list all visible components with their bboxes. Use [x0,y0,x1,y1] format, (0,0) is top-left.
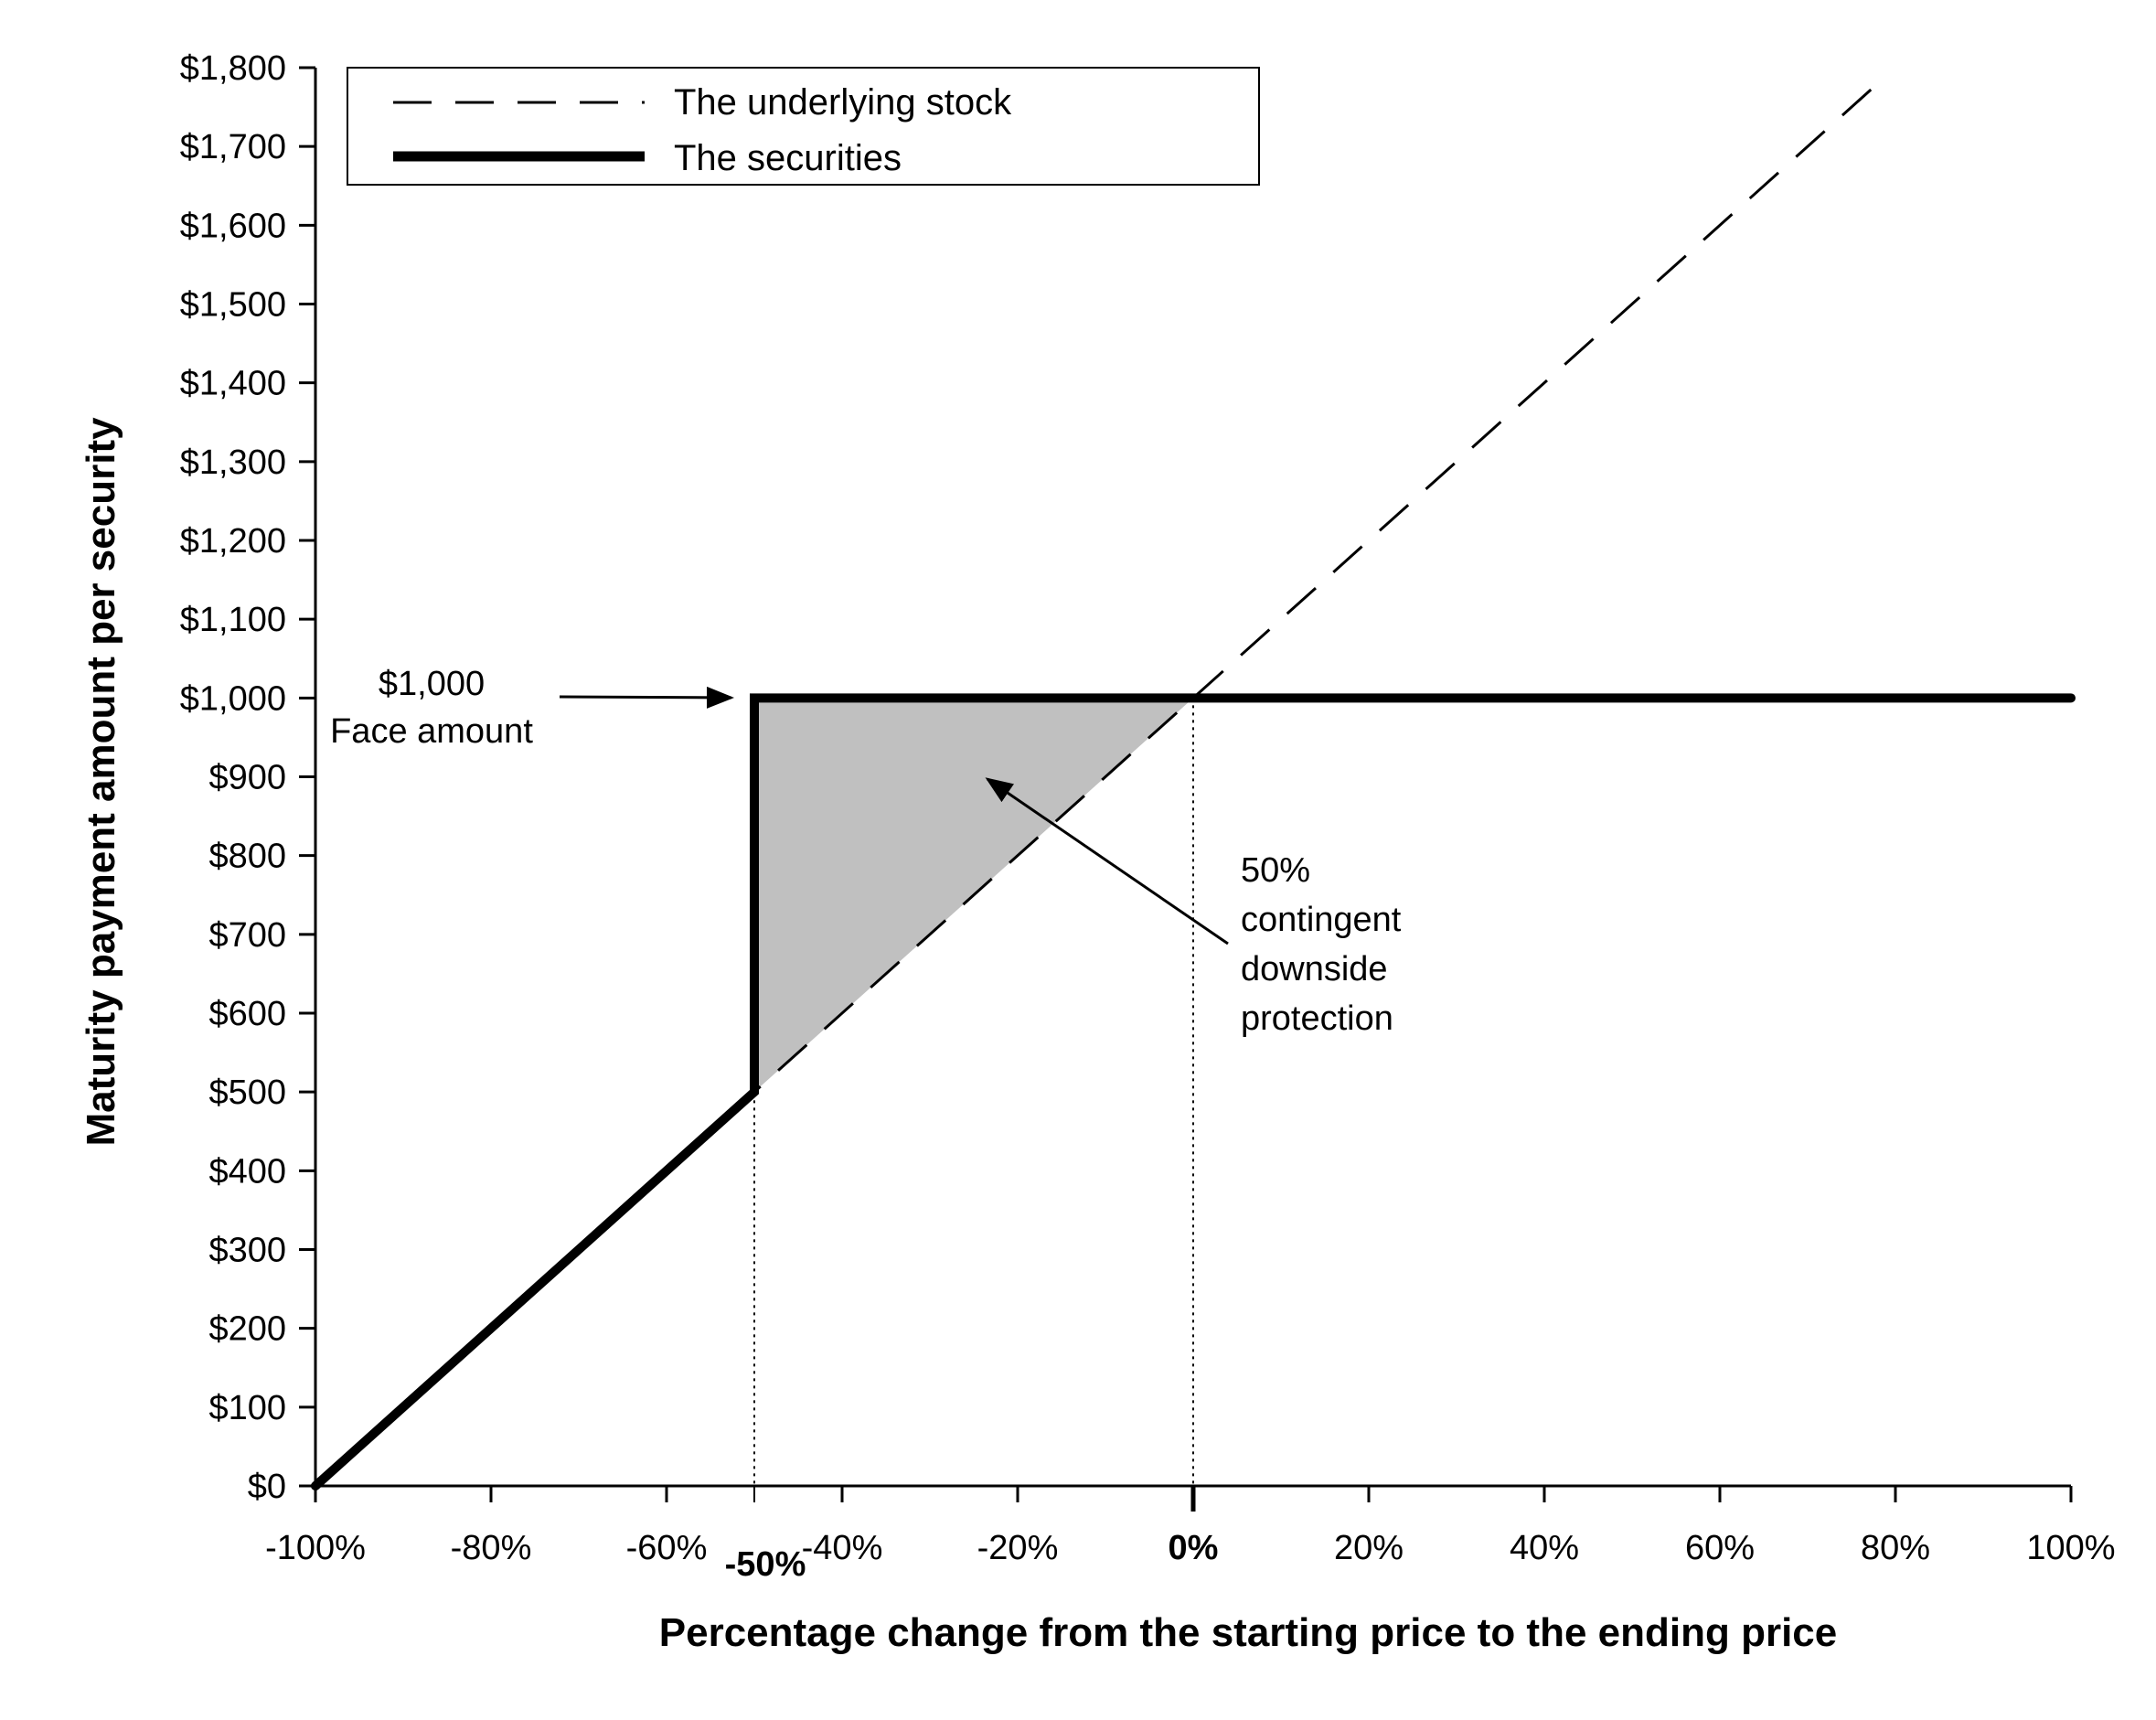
y-tick-label: $1,500 [180,286,286,325]
annotation-face-amount-line2: Face amount [330,712,533,751]
y-tick-label: $1,300 [180,443,286,482]
y-axis-title: Maturity payment amount per security [79,417,123,1147]
legend-label-underlying-stock: The underlying stock [674,82,1012,123]
y-tick-label: $400 [208,1152,286,1191]
x-tick-label: -60% [626,1529,708,1567]
y-tick-label: $1,700 [180,128,286,166]
annotation-protection-line1: 50% [1241,851,1310,890]
series-lines [311,77,2076,1490]
legend-label-securities: The securities [674,138,902,178]
annotation-protection-line2: contingent [1241,901,1402,939]
x-tick-label: -40% [802,1529,883,1567]
y-tick-label: $100 [208,1389,286,1427]
x-tick-label: 80% [1861,1529,1930,1567]
annotation-downside-protection: 50% contingent downside protection [985,777,1402,1038]
y-tick-label: $500 [208,1074,286,1112]
y-tick-label: $1,800 [180,49,286,88]
legend-box [347,67,1260,186]
legend: The underlying stock The securities [347,67,1260,186]
annotation-protection-arrow [985,777,1229,945]
y-tick-label: $600 [208,995,286,1033]
annotation-protection-line4: protection [1241,999,1393,1038]
y-tick-label: $800 [208,838,286,876]
series-line-underlying-stock [314,77,1885,1488]
x-tick-label: -20% [977,1529,1059,1567]
x-tick-label: 0% [1169,1529,1219,1567]
x-tick-label: 20% [1334,1529,1404,1567]
y-tick-label: $1,000 [180,679,286,718]
x-axis-title: Percentage change from the starting pric… [659,1610,1837,1655]
x-tick-label: -80% [451,1529,532,1567]
y-tick-label: $200 [208,1310,286,1349]
axes [314,68,2071,1488]
y-tick-label: $0 [248,1468,286,1506]
y-tick-label: $300 [208,1232,286,1270]
y-tick-label: $1,100 [180,601,286,639]
annotation-protection-line3: downside [1241,950,1388,988]
y-tick-label: $1,600 [180,207,286,245]
y-tick-label: $900 [208,759,286,797]
annotation-face-amount-line1: $1,000 [379,665,485,703]
x-tick-label: 40% [1510,1529,1579,1567]
x-tick-label: 100% [2026,1529,2115,1567]
y-tick-label: $1,400 [180,365,286,403]
x-tick-label-minus50: -50% [725,1545,806,1584]
annotation-face-amount-arrow [559,686,734,709]
annotation-face-amount: $1,000 Face amount [330,665,734,751]
y-axis-ticks: $0 $100 $200 $300 $400 $500 $600 $700 $800 $900 $1… [180,49,315,1506]
series-line-securities [311,693,2076,1490]
x-tick-label: -100% [265,1529,366,1567]
y-tick-label: $700 [208,916,286,955]
y-tick-label: $1,200 [180,522,286,561]
x-tick-label: 60% [1685,1529,1755,1567]
x-axis-ticks: -100% -80% -60% -40% -20% 0% 20% 40% 60% 80% 100% -… [265,1486,2116,1584]
